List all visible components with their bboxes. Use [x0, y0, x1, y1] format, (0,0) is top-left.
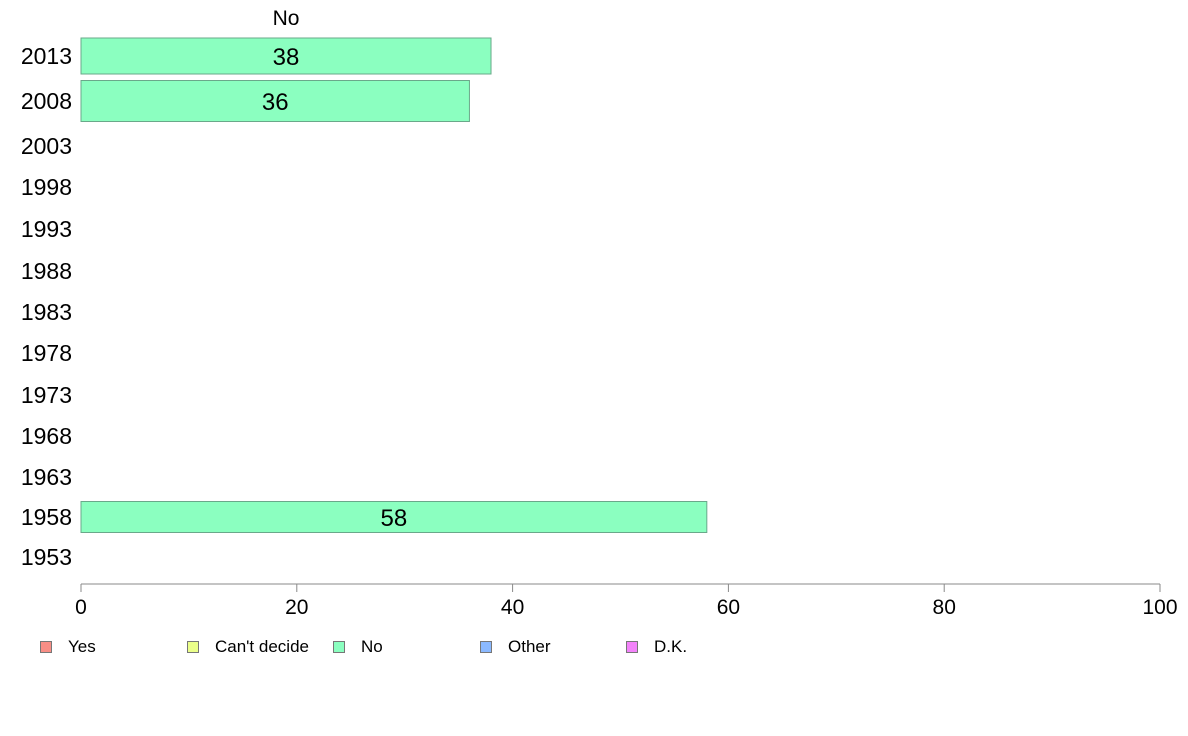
y-tick-label-1983: 1983 — [21, 299, 72, 325]
x-axis: 0 20 40 60 80 100 — [75, 583, 1178, 619]
y-tick-label-2013: 2013 — [21, 43, 72, 69]
legend-swatch-dk — [626, 641, 638, 653]
legend: Yes Can't decide No Other D.K. — [0, 636, 1188, 660]
y-tick-label-2008: 2008 — [21, 88, 72, 114]
x-tick-label-20: 20 — [285, 596, 308, 619]
y-tick-label-1953: 1953 — [21, 544, 72, 570]
y-tick-label-1958: 1958 — [21, 504, 72, 530]
bar-2008 — [80, 80, 470, 122]
legend-swatch-other — [480, 641, 492, 653]
data-label-1958: 58 — [381, 505, 408, 532]
chart-title: No — [273, 7, 300, 30]
legend-item-cant-decide: Can't decide — [187, 636, 309, 658]
bar-2013 — [80, 37, 492, 75]
legend-label-cant-decide: Can't decide — [215, 637, 309, 656]
legend-label-yes: Yes — [68, 637, 96, 656]
x-tick-label-0: 0 — [75, 596, 87, 619]
legend-label-dk: D.K. — [654, 637, 688, 656]
y-tick-label-1968: 1968 — [21, 423, 72, 449]
x-tick-label-80: 80 — [933, 596, 956, 619]
legend-item-yes: Yes — [40, 636, 96, 658]
bar-1958 — [80, 501, 708, 533]
legend-label-no: No — [361, 637, 383, 656]
y-tick-label-1998: 1998 — [21, 174, 72, 200]
bars-group: 38 36 58 — [80, 37, 708, 533]
legend-swatch-yes — [40, 641, 52, 653]
y-tick-label-2003: 2003 — [21, 133, 72, 159]
x-tick-label-100: 100 — [1142, 596, 1177, 619]
data-label-2008: 36 — [262, 89, 289, 116]
y-tick-label-1993: 1993 — [21, 216, 72, 242]
y-tick-label-1963: 1963 — [21, 464, 72, 490]
legend-item-no: No — [333, 636, 383, 658]
y-tick-label-1978: 1978 — [21, 340, 72, 366]
legend-label-other: Other — [508, 637, 551, 656]
legend-item-other: Other — [480, 636, 551, 658]
y-tick-label-1988: 1988 — [21, 258, 72, 284]
legend-swatch-cant-decide — [187, 641, 199, 653]
y-tick-label-1973: 1973 — [21, 382, 72, 408]
data-label-2013: 38 — [273, 44, 300, 71]
x-tick-label-60: 60 — [717, 596, 740, 619]
legend-item-dk: D.K. — [626, 636, 687, 658]
legend-swatch-no — [333, 641, 345, 653]
x-tick-label-40: 40 — [501, 596, 524, 619]
y-axis-labels: 2013 2008 2003 1998 1993 1988 1983 1978 1973 1968… — [21, 43, 72, 570]
